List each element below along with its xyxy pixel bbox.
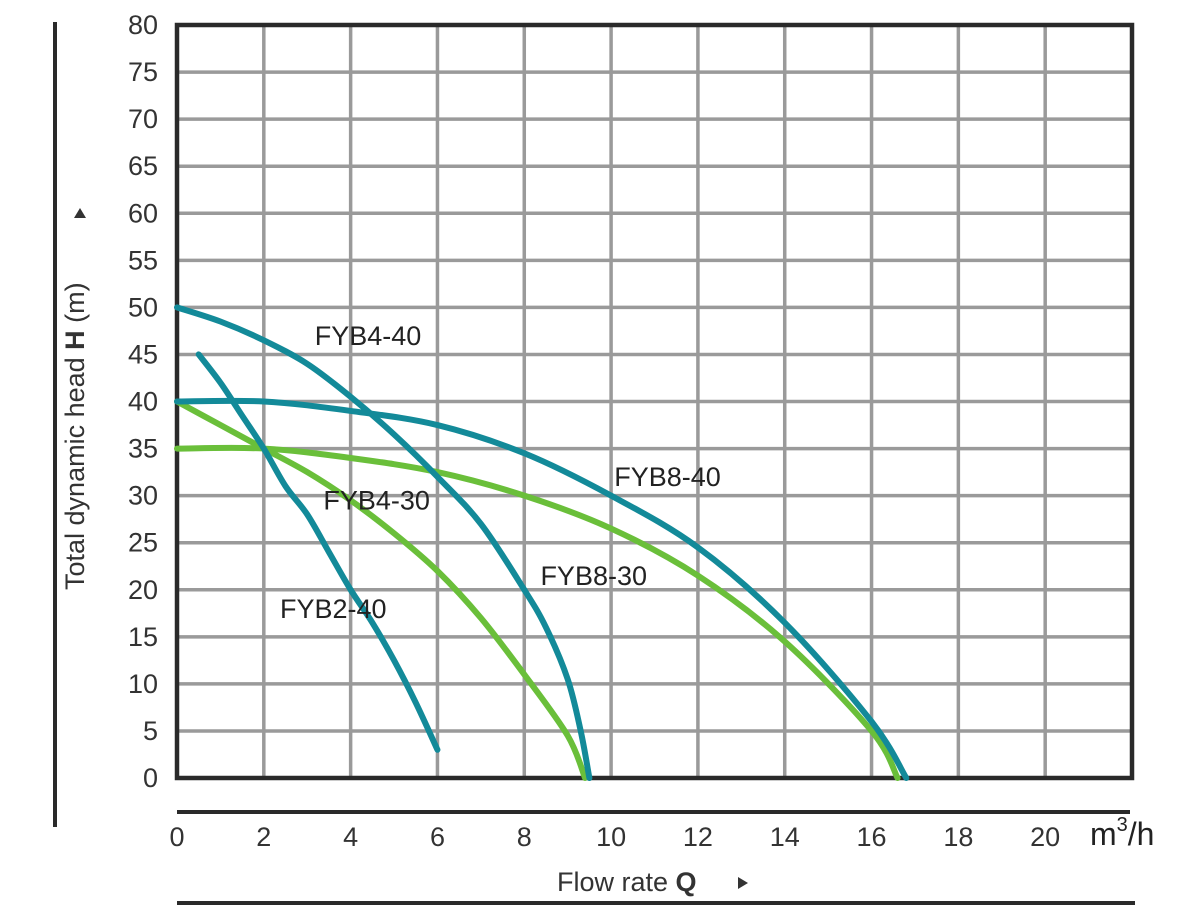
x-unit-sup: 3: [1117, 814, 1128, 836]
curve-label-fyb4-40: FYB4-40: [315, 321, 422, 351]
y-tick-label: 60: [128, 198, 158, 228]
y-tick-label: 70: [128, 104, 158, 134]
x-axis-arrow-icon: [738, 877, 748, 889]
y-tick-label: 15: [128, 622, 158, 652]
x-axis-unit: m3/h: [1090, 814, 1154, 852]
y-tick-label: 5: [143, 716, 158, 746]
curve-fyb4-40: [174, 304, 593, 781]
x-axis-title-prefix: Flow rate: [557, 867, 676, 897]
y-tick-label: 10: [128, 669, 158, 699]
y-axis-title-suffix: (m): [60, 282, 90, 330]
y-tick-label: 20: [128, 575, 158, 605]
y-axis-title: Total dynamic head H (m): [60, 282, 90, 590]
y-tick-label: 35: [128, 434, 158, 464]
y-tick-labels: 0 5 10 15 20 25 30 35 40 45 50 55 60 65 70 75 80: [128, 10, 158, 793]
curve-fyb8-40: [174, 397, 910, 781]
curve-label-fyb4-30: FYB4-30: [323, 486, 430, 516]
x-tick-label: 10: [596, 822, 626, 852]
y-tick-label: 30: [128, 481, 158, 511]
x-tick-label: 4: [343, 822, 358, 852]
x-unit-rest: /h: [1128, 816, 1155, 852]
curve-fyb2-40: [195, 351, 441, 753]
y-tick-label: 75: [128, 57, 158, 87]
y-tick-label: 80: [128, 10, 158, 40]
x-tick-label: 12: [683, 822, 713, 852]
x-tick-label: 18: [943, 822, 973, 852]
curves: [174, 304, 910, 781]
y-axis-arrow-icon: [74, 208, 86, 218]
x-tick-label: 16: [857, 822, 887, 852]
y-tick-label: 50: [128, 292, 158, 322]
x-tick-label: 14: [770, 822, 800, 852]
curve-label-fyb8-40: FYB8-40: [614, 462, 721, 492]
x-unit-base: m: [1090, 816, 1117, 852]
curve-label-fyb8-30: FYB8-30: [540, 561, 647, 591]
x-axis-title: Flow rate Q: [557, 867, 697, 897]
y-tick-label: 25: [128, 528, 158, 558]
x-tick-label: 0: [169, 822, 184, 852]
x-axis-title-symbol: Q: [676, 867, 697, 897]
y-tick-label: 0: [143, 763, 158, 793]
x-tick-label: 8: [517, 822, 532, 852]
y-tick-label: 65: [128, 151, 158, 181]
y-axis-title-symbol: H: [60, 330, 90, 350]
y-tick-label: 45: [128, 339, 158, 369]
curve-label-fyb2-40: FYB2-40: [280, 594, 387, 624]
grid: [174, 22, 1135, 781]
y-tick-label: 55: [128, 245, 158, 275]
curve-labels: FYB2-40 FYB4-40 FYB4-30 FYB8-40 FYB8-30: [280, 321, 721, 624]
y-tick-label: 40: [128, 387, 158, 417]
x-tick-label: 2: [256, 822, 271, 852]
y-axis-title-prefix: Total dynamic head: [60, 350, 90, 590]
curve-fyb4-30: [174, 398, 589, 781]
x-tick-labels: 0 2 4 6 8 10 12 14 16 18 20: [169, 822, 1060, 852]
x-tick-label: 6: [430, 822, 445, 852]
curve-fyb8-30: [174, 444, 901, 781]
x-tick-label: 20: [1030, 822, 1060, 852]
